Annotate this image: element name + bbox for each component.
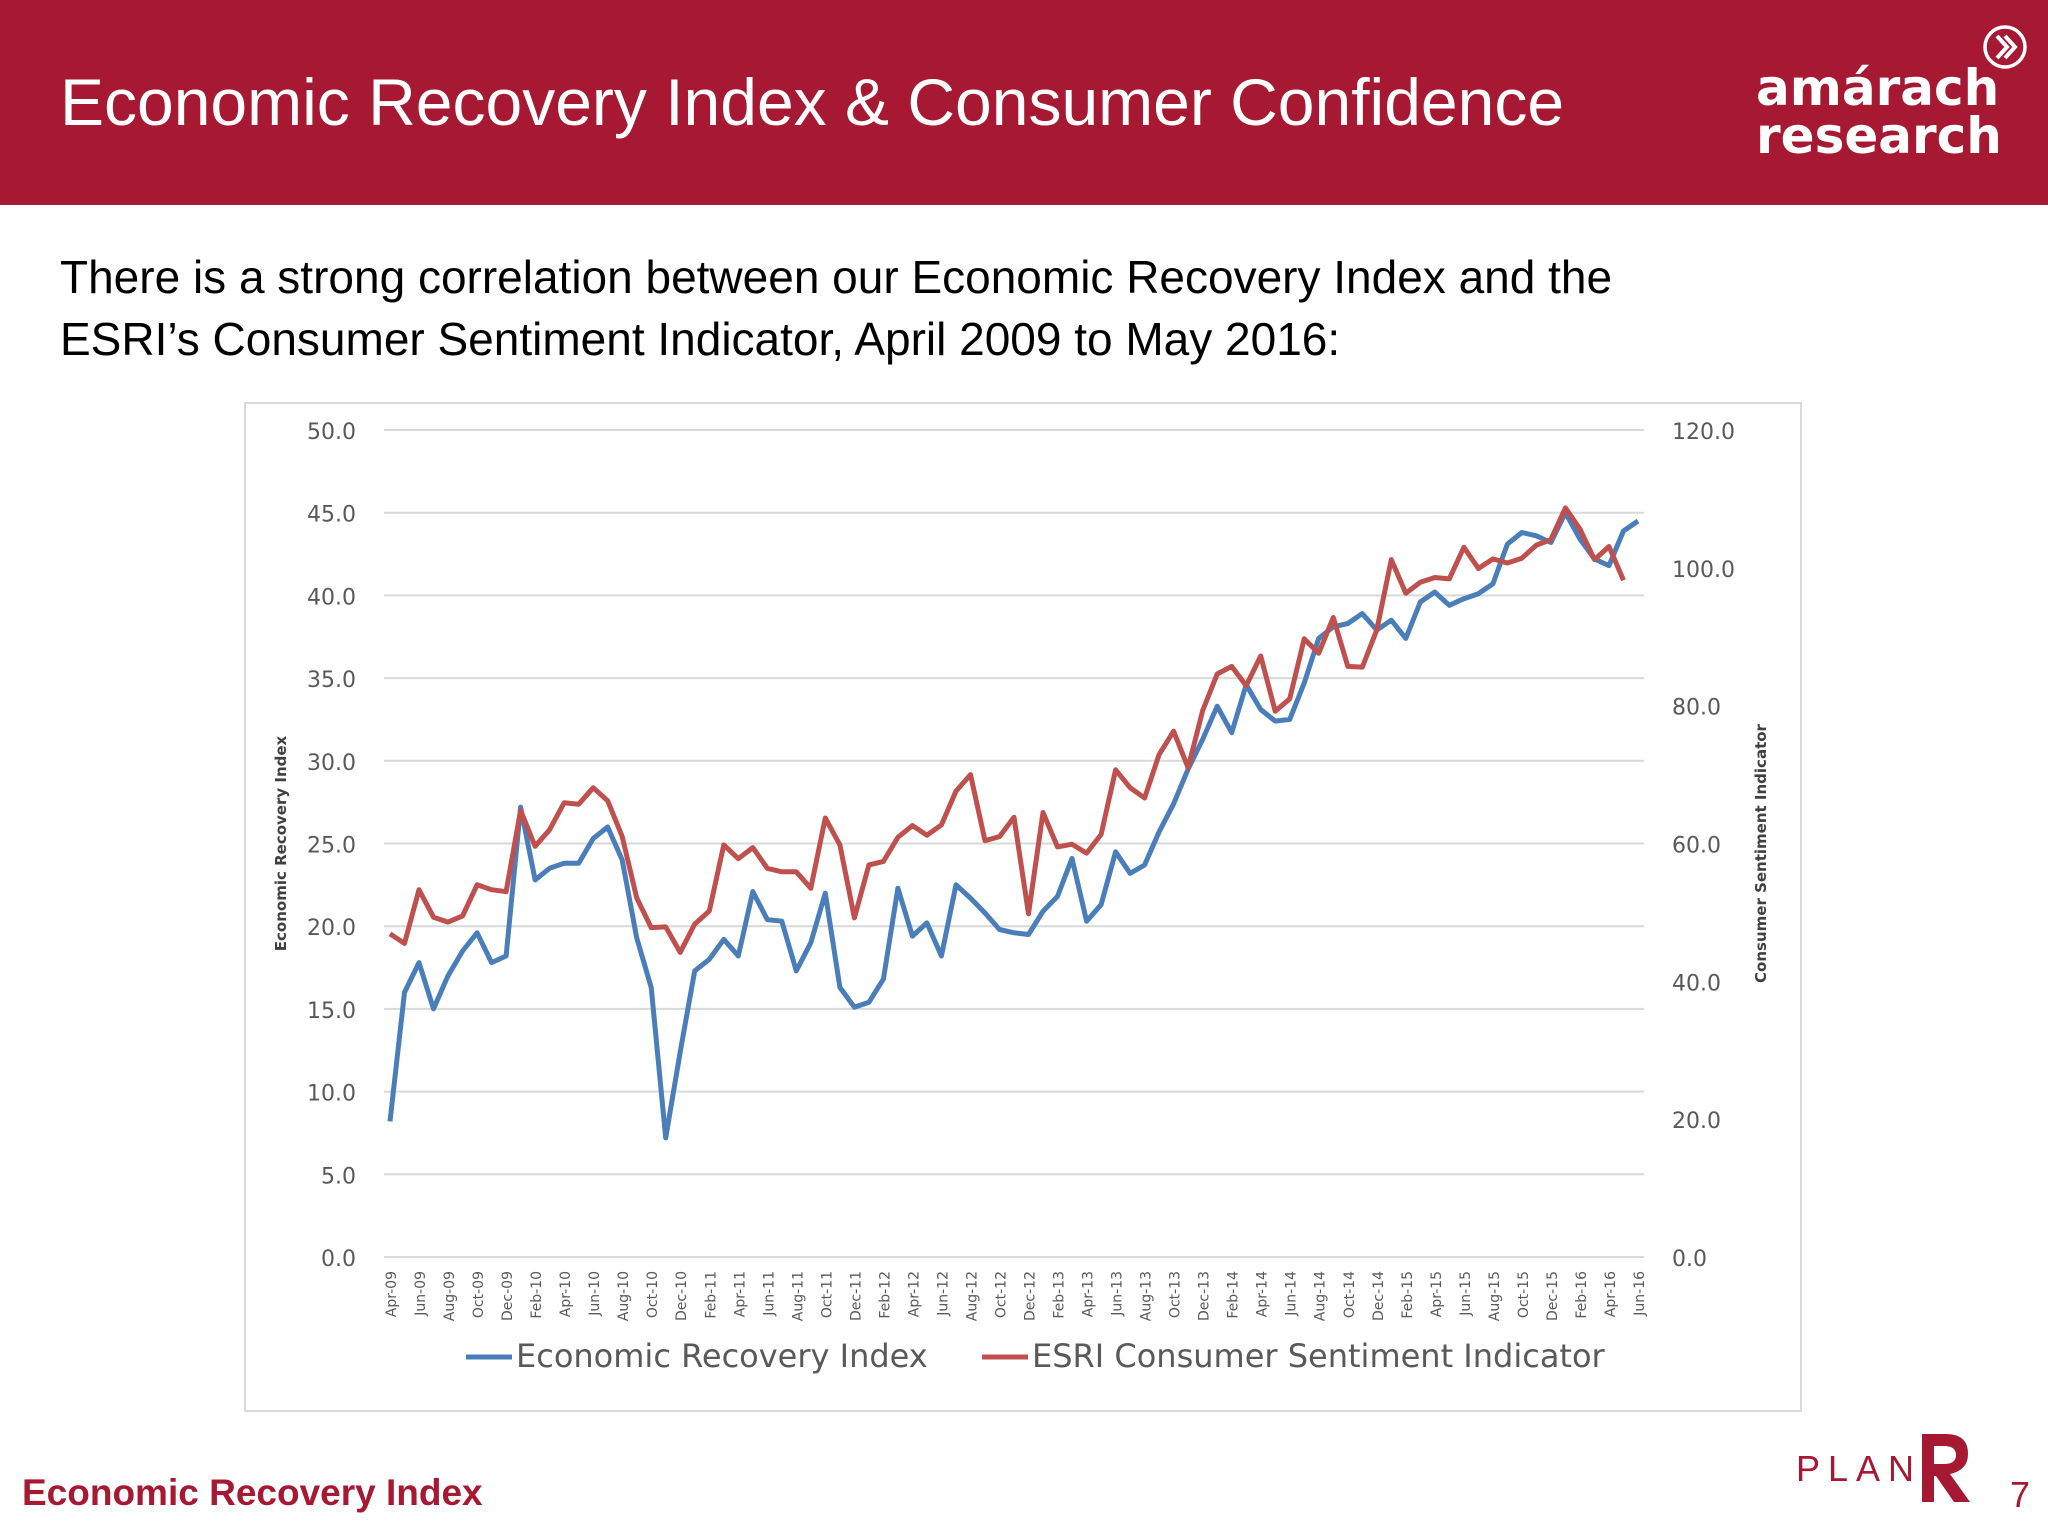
x-tick-label: Jun-15 <box>1458 1271 1474 1317</box>
x-tick-label: Jun-12 <box>935 1271 951 1317</box>
x-tick-label: Jun-16 <box>1632 1271 1648 1317</box>
x-tick-label: Jun-11 <box>761 1271 777 1317</box>
x-tick-label: Oct-09 <box>471 1271 487 1318</box>
x-tick-label: Oct-11 <box>819 1271 835 1318</box>
plan-logo-text: PLAN <box>1796 1448 1923 1489</box>
y-tick-label: 10.0 <box>307 1082 356 1107</box>
x-tick-label: Dec-13 <box>1197 1271 1213 1321</box>
x-tick-label: Dec-14 <box>1371 1271 1387 1321</box>
x-tick-label: Feb-14 <box>1226 1271 1242 1319</box>
x-tick-label: Aug-12 <box>964 1271 980 1321</box>
x-tick-label: Feb-16 <box>1574 1271 1590 1319</box>
x-tick-label: Apr-11 <box>732 1271 748 1317</box>
legend-label: Economic Recovery Index <box>516 1337 928 1375</box>
y2-tick-label: 40.0 <box>1672 971 1721 996</box>
plan-r-logo-icon <box>1922 1434 1970 1502</box>
y2-tick-label: 20.0 <box>1672 1109 1721 1134</box>
y-tick-label: 30.0 <box>307 751 356 776</box>
brand-logo: amárach research <box>1756 59 2002 165</box>
y-tick-label: 20.0 <box>307 916 356 941</box>
y-tick-label: 25.0 <box>307 834 356 859</box>
line-chart: 0.0 5.0 10.0 15.0 20.0 25.0 30.0 35.0 40.0 45.0 50… <box>272 420 1770 1375</box>
y2-tick-label: 60.0 <box>1672 834 1721 859</box>
y-axis-title: Economic Recovery Index <box>272 735 290 951</box>
x-tick-label: Feb-13 <box>1052 1271 1068 1319</box>
intro-line-1: There is a strong correlation between ou… <box>60 251 1613 303</box>
y-tick-label: 15.0 <box>307 999 356 1024</box>
y-tick-label: 0.0 <box>321 1247 356 1272</box>
x-tick-label: Dec-09 <box>500 1271 516 1321</box>
logo-line-1: amárach <box>1756 59 2000 117</box>
header-bar: Economic Recovery Index & Consumer Confi… <box>0 0 2048 205</box>
x-tick-label: Jun-09 <box>413 1271 429 1317</box>
x-tick-label: Feb-12 <box>877 1271 893 1319</box>
page-number: 7 <box>2010 1474 2031 1515</box>
y2-tick-label: 80.0 <box>1672 696 1721 721</box>
intro-text: There is a strong correlation between ou… <box>60 246 1960 370</box>
series-line-esri-consumer-sentiment <box>388 505 1626 955</box>
x-tick-label: Dec-15 <box>1545 1271 1561 1321</box>
x-tick-label: Apr-15 <box>1429 1271 1445 1317</box>
y2-tick-label: 100.0 <box>1672 558 1735 583</box>
chart-frame <box>244 402 1802 1412</box>
x-tick-label: Dec-10 <box>674 1271 690 1321</box>
x-tick-label: Feb-15 <box>1400 1271 1416 1319</box>
y-tick-label: 40.0 <box>307 585 356 610</box>
x-tick-label: Oct-12 <box>993 1271 1009 1318</box>
series-line-economic-recovery-index <box>387 510 1640 1141</box>
x-tick-label: Jun-10 <box>587 1271 603 1317</box>
y2-tick-label: 120.0 <box>1672 420 1735 445</box>
y-tick-label: 35.0 <box>307 668 356 693</box>
x-tick-label: Apr-14 <box>1255 1271 1271 1317</box>
page-title: Economic Recovery Index & Consumer Confi… <box>60 65 1565 139</box>
x-tick-label: Apr-12 <box>906 1271 922 1317</box>
x-tick-label: Jun-13 <box>1110 1271 1126 1317</box>
chevron-right-circle-icon <box>1983 25 2027 69</box>
x-tick-label: Apr-09 <box>384 1271 400 1317</box>
x-tick-label: Feb-11 <box>703 1271 719 1319</box>
x-tick-label: Oct-15 <box>1516 1271 1532 1318</box>
y-tick-label: 50.0 <box>307 420 356 445</box>
y2-axis-title: Consumer Sentiment Indicator <box>1752 723 1770 982</box>
x-tick-label: Dec-11 <box>848 1271 864 1321</box>
y-tick-label: 5.0 <box>321 1164 356 1189</box>
x-tick-label: Oct-13 <box>1168 1271 1184 1318</box>
x-tick-label: Aug-11 <box>790 1271 806 1321</box>
footer-label: Economic Recovery Index <box>22 1472 483 1513</box>
x-tick-label: Aug-13 <box>1139 1271 1155 1321</box>
x-tick-label: Dec-12 <box>1023 1271 1039 1321</box>
x-tick-label: Oct-14 <box>1342 1271 1358 1318</box>
x-tick-label: Feb-10 <box>529 1271 545 1319</box>
x-tick-label: Aug-15 <box>1487 1271 1503 1321</box>
intro-line-2: ESRI’s Consumer Sentiment Indicator, Apr… <box>60 313 1341 365</box>
x-tick-label: Aug-14 <box>1313 1271 1329 1321</box>
x-tick-label: Aug-10 <box>616 1271 632 1321</box>
legend-label: ESRI Consumer Sentiment Indicator <box>1032 1337 1606 1375</box>
x-tick-label: Apr-10 <box>558 1271 574 1317</box>
y-tick-label: 45.0 <box>307 503 356 528</box>
x-tick-label: Aug-09 <box>442 1271 458 1321</box>
x-tick-label: Apr-16 <box>1603 1271 1619 1317</box>
y2-tick-label: 0.0 <box>1672 1247 1707 1272</box>
logo-line-2: research <box>1756 107 2002 165</box>
x-tick-label: Jun-14 <box>1284 1271 1300 1317</box>
x-tick-label: Oct-10 <box>645 1271 661 1318</box>
x-tick-label: Apr-13 <box>1081 1271 1097 1317</box>
